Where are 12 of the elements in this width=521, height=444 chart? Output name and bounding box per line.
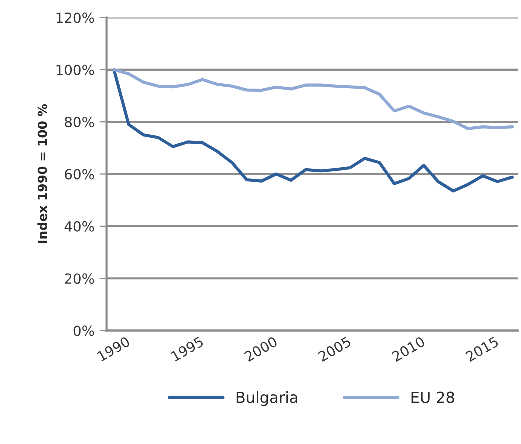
y-tick-label: 100% bbox=[56, 64, 94, 76]
y-tick-label: 60% bbox=[65, 169, 94, 180]
line-series bbox=[112, 68, 514, 130]
y-tick-label: 40% bbox=[64, 221, 94, 232]
legend-label: EU 28 bbox=[412, 392, 454, 404]
y-tick-label: 120% bbox=[56, 12, 94, 24]
y-tick-label: 20% bbox=[65, 274, 94, 284]
y-tick-label: 0% bbox=[74, 326, 94, 336]
y-tick-label: 80% bbox=[65, 117, 94, 128]
y-axis-title: Index 1990 = 100 % bbox=[38, 104, 48, 244]
legend-label: Bulgaria bbox=[236, 391, 298, 406]
line-series bbox=[112, 68, 514, 193]
